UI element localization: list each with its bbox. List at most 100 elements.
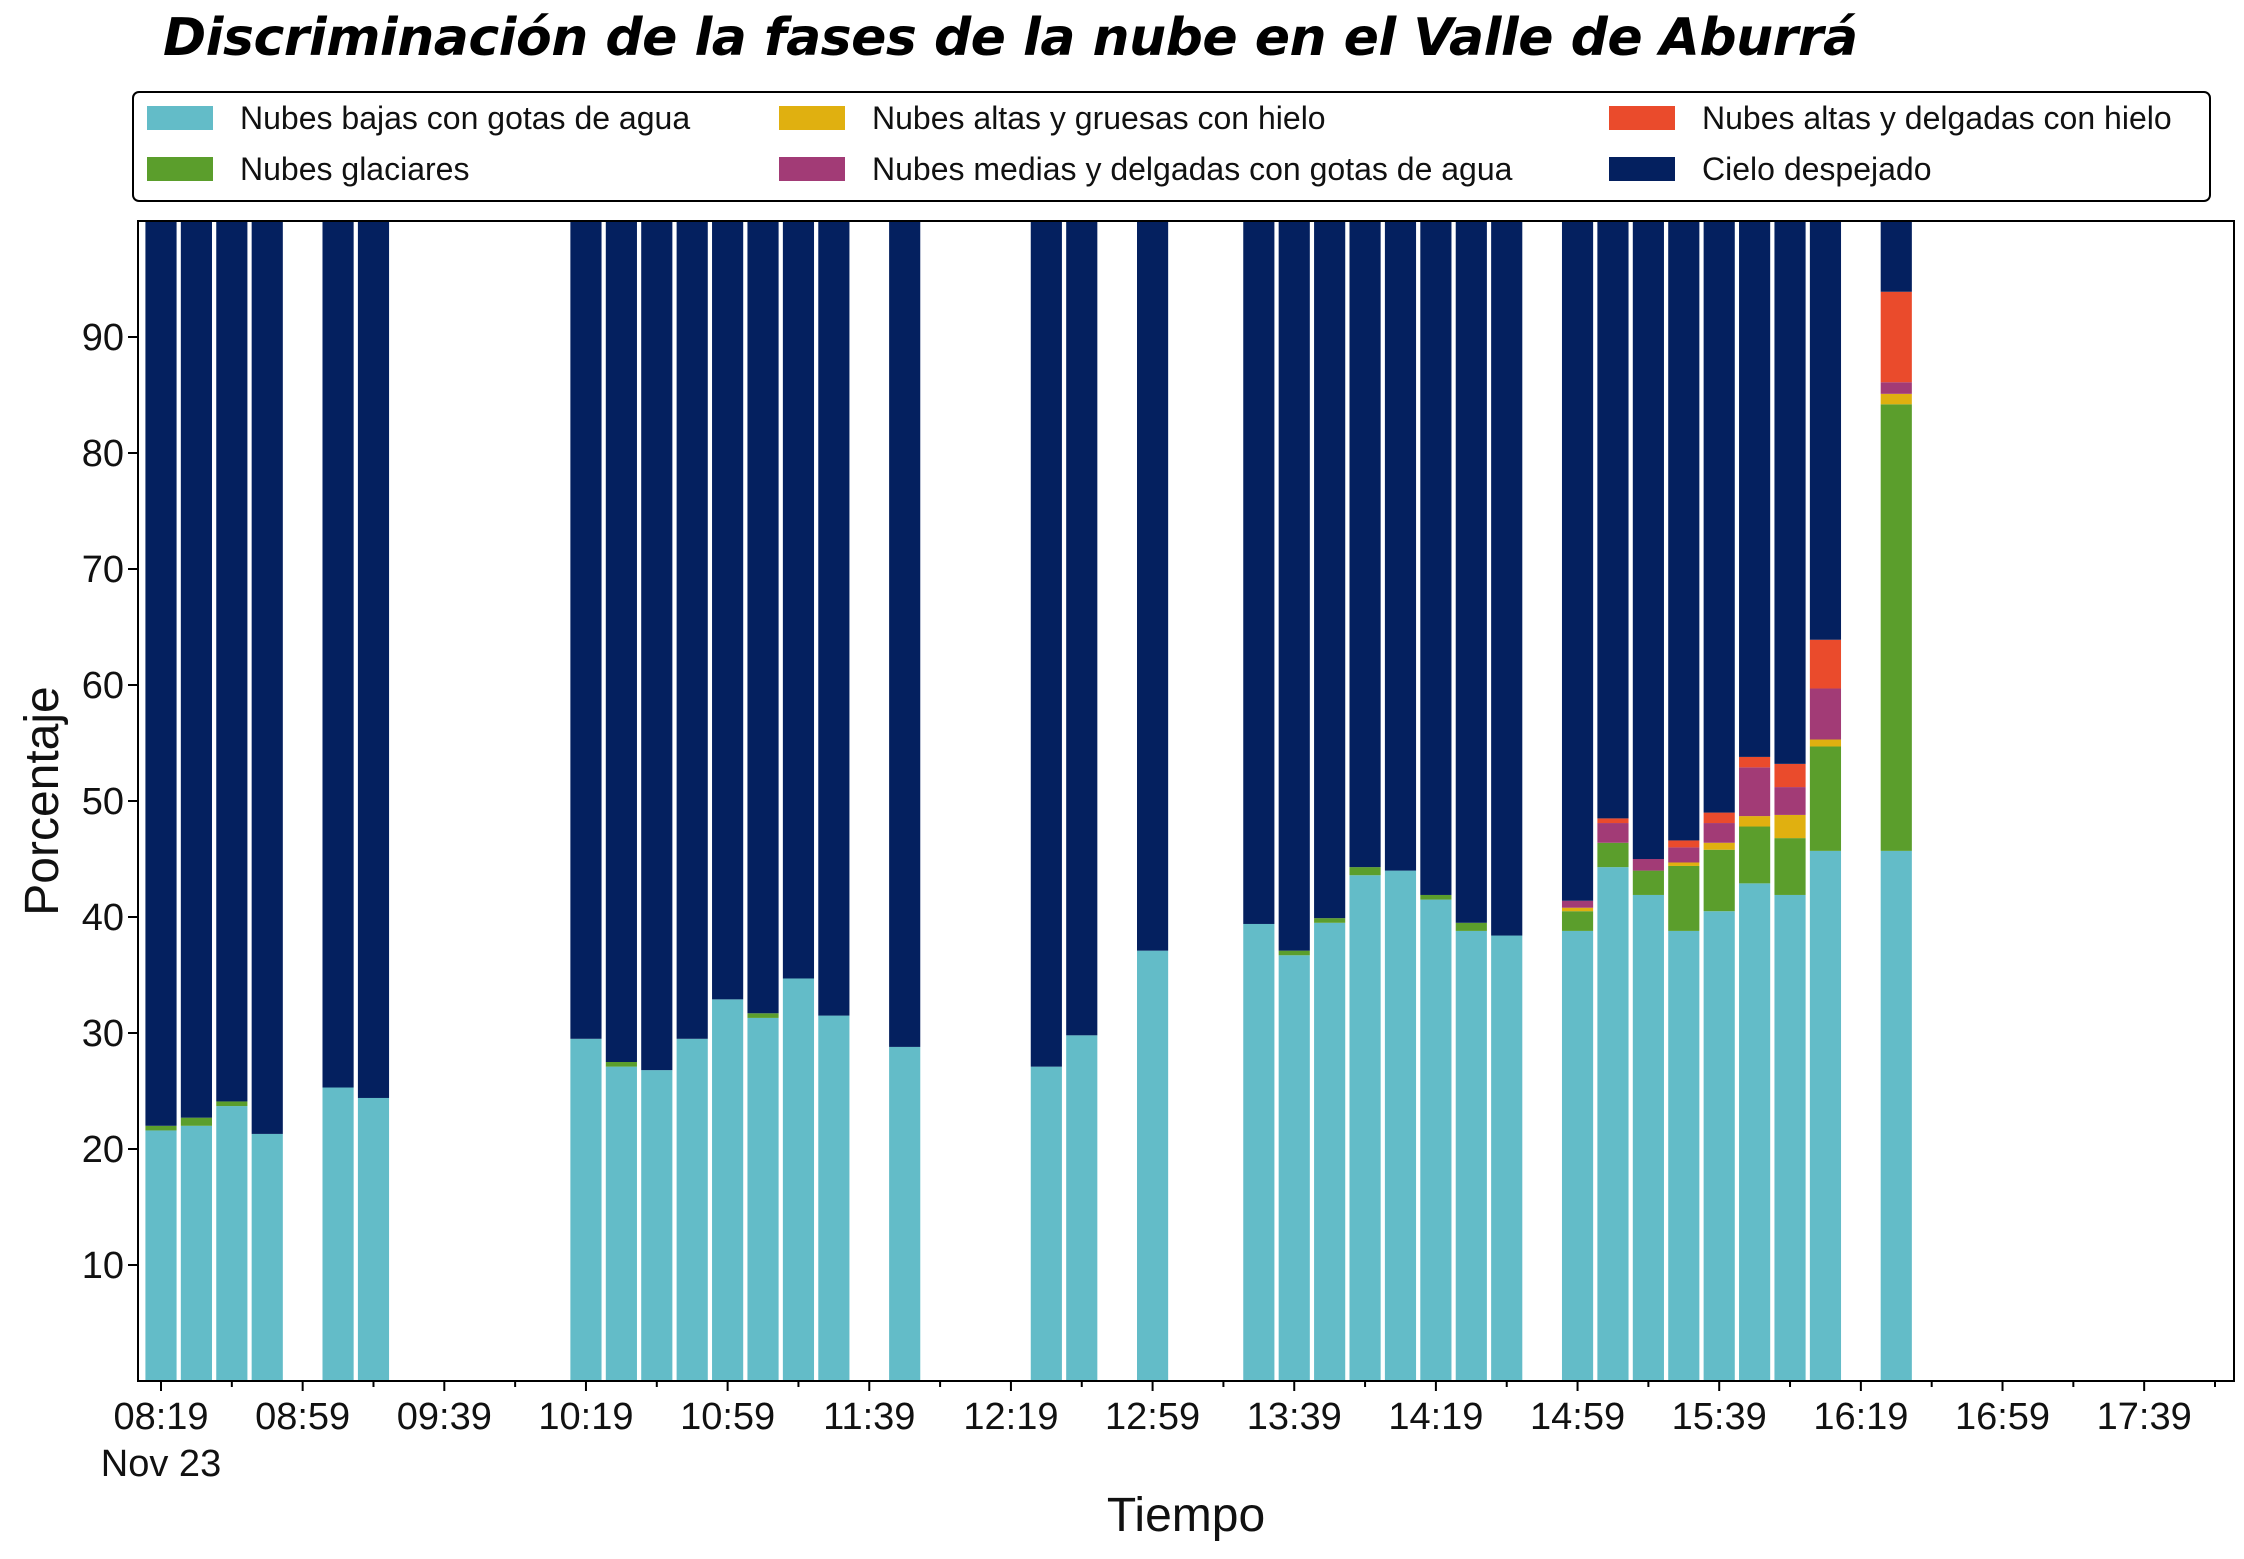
chart-title: Discriminación de la fases de la nube en… — [163, 8, 1858, 68]
x-tick-label-9: 14:19 — [1388, 1396, 1483, 1438]
bar-segment-1-20 — [1314, 918, 1346, 923]
bar-segment-3-33 — [1809, 688, 1842, 740]
legend-swatch-1 — [147, 157, 213, 181]
bar-segment-5-9 — [676, 221, 708, 1039]
y-tick-label-6: 70 — [82, 549, 124, 591]
bar-segment-1-30 — [1703, 849, 1735, 912]
bar-segment-5-11 — [747, 221, 779, 1014]
bar-segment-1-31 — [1739, 826, 1771, 884]
bar-segment-5-14 — [889, 221, 921, 1047]
y-tick-label-4: 50 — [82, 781, 124, 823]
bar-segment-5-33 — [1809, 221, 1842, 640]
bar-segment-1-29 — [1668, 865, 1700, 931]
y-tick-label-0: 10 — [82, 1245, 124, 1287]
bar-segment-2-29 — [1668, 862, 1700, 866]
bar-segment-5-1 — [180, 221, 212, 1118]
bars — [145, 221, 1912, 1381]
bar-segment-4-29 — [1668, 840, 1700, 848]
bar-segment-4-30 — [1703, 812, 1735, 824]
bar-segment-0-12 — [782, 978, 815, 1381]
bar-segment-5-25 — [1491, 221, 1523, 936]
bar-segment-1-28 — [1632, 870, 1664, 895]
bar-segment-5-16 — [1066, 221, 1098, 1036]
bar-segment-4-31 — [1739, 756, 1771, 768]
bar-segment-0-33 — [1809, 850, 1842, 1381]
legend-label-5: Cielo despejado — [1702, 151, 1932, 187]
x-tick-label-3: 10:19 — [538, 1396, 633, 1438]
bar-segment-1-0 — [145, 1125, 177, 1131]
x-tick-label-11: 15:39 — [1672, 1396, 1767, 1438]
bar-segment-0-17 — [1137, 950, 1169, 1381]
y-tick-label-2: 30 — [82, 1013, 124, 1055]
bar-segment-1-7 — [605, 1062, 637, 1067]
y-tick-label-1: 20 — [82, 1129, 124, 1171]
y-axis-label: Porcentaje — [16, 686, 69, 915]
bar-segment-0-9 — [676, 1038, 708, 1381]
bar-segment-0-11 — [747, 1017, 779, 1381]
legend-label-2: Nubes altas y gruesas con hielo — [872, 100, 1326, 136]
x-tick-label-1: 08:59 — [255, 1396, 350, 1438]
bar-segment-5-5 — [357, 221, 390, 1098]
bar-segment-0-0 — [145, 1130, 177, 1381]
bar-segment-5-23 — [1420, 221, 1452, 895]
y-tick-label-7: 80 — [82, 433, 124, 475]
bar-segment-3-31 — [1739, 767, 1771, 817]
bar-segment-1-32 — [1774, 838, 1806, 895]
x-tick-label-14: 17:39 — [2097, 1396, 2192, 1438]
bar-segment-4-27 — [1597, 818, 1629, 824]
bar-segment-4-34 — [1880, 291, 1912, 383]
bar-segment-1-27 — [1597, 842, 1629, 868]
plot-frame — [137, 220, 2235, 1382]
bar-segment-5-12 — [782, 221, 815, 979]
x-tick-label-10: 14:59 — [1530, 1396, 1625, 1438]
x-axis-label: Tiempo — [1107, 1489, 1265, 1542]
bar-segment-0-10 — [712, 999, 744, 1381]
bar-segment-0-20 — [1314, 922, 1346, 1381]
bar-segment-0-3 — [251, 1133, 283, 1381]
bar-segment-5-29 — [1668, 221, 1700, 841]
y-axis: 10 20 30 40 50 60 70 80 90 — [82, 317, 138, 1287]
bar-segment-3-32 — [1774, 787, 1806, 815]
bar-segment-0-1 — [180, 1125, 212, 1381]
x-axis: 08:19 08:59 09:39 10:19 10:59 11:39 12:19 12:59… — [101, 1381, 2216, 1485]
bar-segment-1-19 — [1278, 950, 1310, 956]
bar-segment-3-30 — [1703, 823, 1735, 843]
bar-segment-0-8 — [641, 1070, 673, 1381]
bar-segment-3-27 — [1597, 823, 1629, 843]
x-tick-label-8: 13:39 — [1247, 1396, 1342, 1438]
legend: Nubes bajas con gotas de agua Nubes glaci… — [132, 91, 2211, 202]
legend-swatch-4 — [1609, 106, 1675, 130]
bar-segment-5-31 — [1739, 221, 1771, 757]
bar-segment-0-16 — [1066, 1035, 1098, 1381]
bar-segment-4-33 — [1809, 639, 1842, 689]
x-tick-label-12: 16:19 — [1813, 1396, 1908, 1438]
bar-segment-1-11 — [747, 1013, 779, 1018]
bar-segment-5-15 — [1030, 221, 1062, 1067]
bar-segment-5-0 — [145, 221, 177, 1126]
bar-segment-2-32 — [1774, 814, 1806, 839]
legend-swatch-3 — [779, 157, 845, 181]
bar-segment-0-25 — [1491, 935, 1523, 1381]
bar-segment-5-18 — [1243, 221, 1275, 924]
bar-segment-5-4 — [322, 221, 354, 1088]
y-tick-label-8: 90 — [82, 317, 124, 359]
bar-segment-1-23 — [1420, 894, 1452, 900]
bar-segment-5-17 — [1137, 221, 1169, 951]
y-tick-label-3: 40 — [82, 897, 124, 939]
x-tick-label-2: 09:39 — [397, 1396, 492, 1438]
bar-segment-3-28 — [1632, 859, 1664, 871]
legend-frame — [132, 91, 2211, 202]
bar-segment-0-26 — [1561, 930, 1594, 1381]
bar-segment-5-21 — [1349, 221, 1381, 868]
legend-label-3: Nubes medias y delgadas con gotas de agu… — [872, 151, 1513, 187]
x-tick-label-4: 10:59 — [680, 1396, 775, 1438]
bar-segment-5-30 — [1703, 221, 1735, 813]
bar-segment-0-23 — [1420, 899, 1452, 1381]
bar-segment-2-30 — [1703, 842, 1735, 850]
bar-segment-5-3 — [251, 221, 283, 1134]
bar-segment-1-21 — [1349, 867, 1381, 876]
bar-segment-3-29 — [1668, 847, 1700, 863]
bar-segment-0-24 — [1455, 930, 1487, 1381]
bar-segment-5-26 — [1561, 221, 1594, 901]
